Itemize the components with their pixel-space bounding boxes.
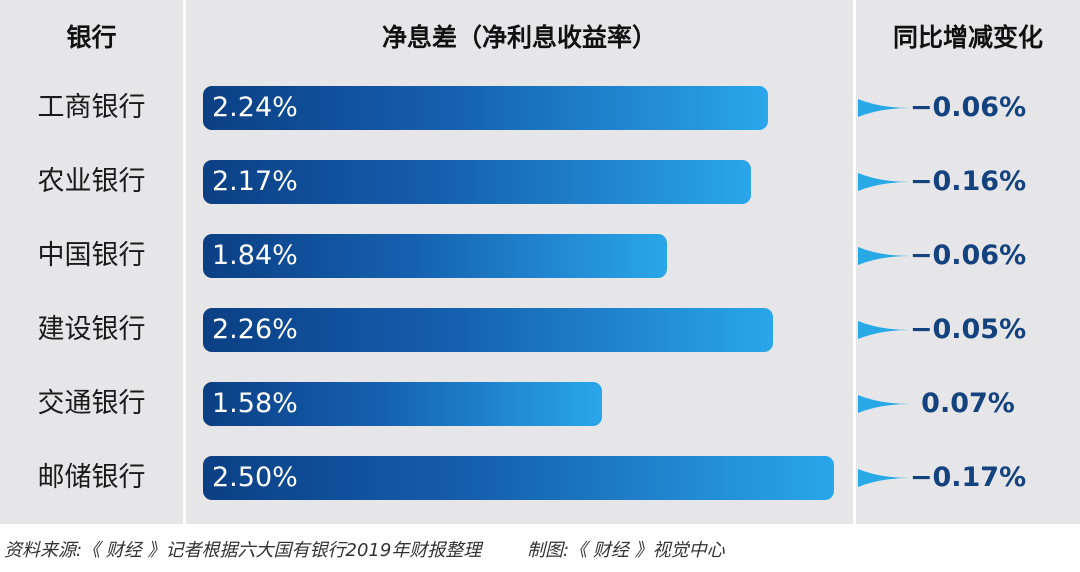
pointer-arrow-icon: [858, 99, 910, 117]
nim-value-label: 2.24%: [212, 92, 298, 123]
yoy-change-label: −0.05%: [909, 314, 1027, 345]
nim-value-label: 2.17%: [212, 166, 298, 197]
nim-bar: 2.26%: [203, 308, 773, 352]
nim-value-label: 1.84%: [212, 240, 298, 271]
yoy-change-label: −0.16%: [909, 166, 1027, 197]
yoy-column-header: 同比增减变化: [892, 23, 1043, 52]
bank-label: 中国银行: [37, 240, 146, 271]
nim-value-label: 2.50%: [212, 462, 298, 493]
yoy-change-label: −0.06%: [909, 240, 1027, 271]
pointer-arrow-icon: [858, 395, 910, 413]
bank-label: 工商银行: [37, 92, 146, 123]
nim-value-label: 1.58%: [212, 388, 298, 419]
bank-column-header: 银行: [66, 23, 117, 52]
yoy-change-label: −0.06%: [909, 92, 1027, 123]
pointer-arrow-icon: [858, 469, 910, 487]
credit-note: 制图:《 财经 》视觉中心: [527, 540, 725, 561]
footer: 资料来源:《 财经 》记者根据六大国有银行2019年财报整理 制图:《 财经 》…: [4, 536, 725, 566]
pointer-arrow-icon: [858, 173, 910, 191]
yoy-change-label: −0.17%: [909, 462, 1027, 493]
pointer-arrow-icon: [858, 247, 910, 265]
yoy-change-label: 0.07%: [921, 388, 1015, 419]
bank-label: 交通银行: [37, 388, 146, 419]
yoy-column-panel: [856, 0, 1080, 524]
nim-bar: 2.24%: [203, 86, 768, 130]
nim-bar: 2.50%: [203, 456, 834, 500]
nim-bar: 1.58%: [203, 382, 602, 426]
bank-label: 建设银行: [37, 314, 146, 345]
bank-label: 农业银行: [37, 166, 146, 197]
bank-label: 邮储银行: [37, 462, 146, 493]
nim-value-label: 2.26%: [212, 314, 298, 345]
nim-bar: 2.17%: [203, 160, 751, 204]
source-note: 资料来源:《 财经 》记者根据六大国有银行2019年财报整理: [4, 540, 482, 561]
nim-column-header: 净息差（净利息收益率）: [381, 23, 657, 52]
nim-bar: 1.84%: [203, 234, 667, 278]
pointer-arrow-icon: [858, 321, 910, 339]
bank-column-panel: [0, 0, 183, 524]
